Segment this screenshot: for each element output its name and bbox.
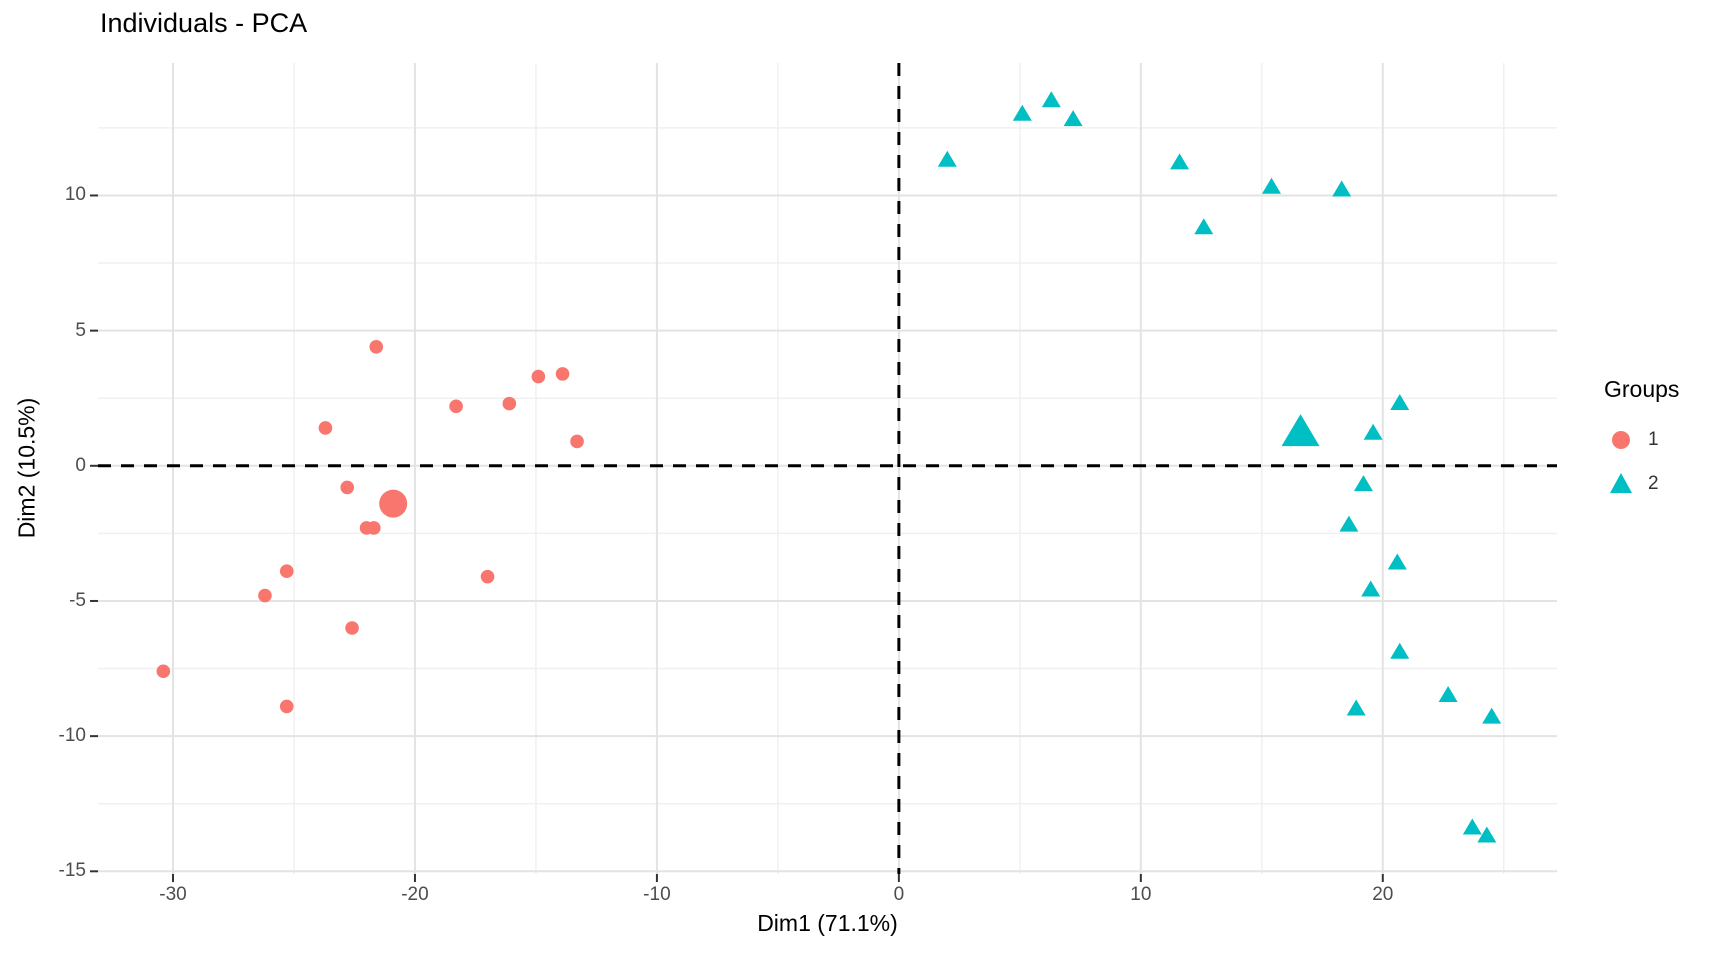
data-point-group2 <box>1353 475 1373 492</box>
centroid-group2 <box>1281 414 1320 447</box>
data-point-group2 <box>1332 180 1352 197</box>
data-point-group1 <box>318 421 333 435</box>
data-point-group2 <box>1482 707 1502 724</box>
legend-item-label: 1 <box>1648 429 1659 450</box>
data-point-group1 <box>531 369 546 384</box>
data-point-group1 <box>156 664 171 679</box>
data-point-group2 <box>1346 699 1366 716</box>
data-point-group1 <box>480 569 495 584</box>
y-tick-label: 5 <box>75 319 86 341</box>
data-point-group2 <box>1363 423 1383 440</box>
x-tick-label: 20 <box>1372 884 1394 905</box>
data-point-group1 <box>258 588 272 603</box>
x-tick-label: 10 <box>1130 884 1152 905</box>
x-tick-label: -20 <box>401 884 429 905</box>
data-point-group2 <box>1041 91 1061 108</box>
plot-title: Individuals - PCA <box>100 8 308 38</box>
circle-legend-key-icon <box>1612 431 1630 449</box>
data-point-group2 <box>1390 642 1410 659</box>
data-point-group2 <box>1170 153 1190 170</box>
x-tick-label: -10 <box>643 884 671 905</box>
data-point-group1 <box>279 564 294 579</box>
centroid-group1 <box>379 489 408 518</box>
data-point-group2 <box>1261 177 1281 194</box>
x-tick-label: 0 <box>893 884 905 905</box>
data-point-group1 <box>369 340 384 354</box>
data-point-group1 <box>340 480 355 495</box>
data-point-group2 <box>1361 580 1381 597</box>
data-point-group1 <box>570 434 584 449</box>
data-point-group2 <box>1462 818 1482 835</box>
triangle-legend-key-icon <box>1610 473 1632 493</box>
data-point-group1 <box>367 521 381 535</box>
legend: Groups 1 2 <box>1604 376 1679 513</box>
data-point-group2 <box>937 150 957 167</box>
legend-item-group2: 2 <box>1604 469 1679 499</box>
y-tick-label: 0 <box>75 454 86 476</box>
data-point-group2 <box>1390 394 1410 411</box>
legend-item-group1: 1 <box>1604 425 1679 455</box>
y-tick-label: -10 <box>58 725 86 747</box>
data-point-group2 <box>1063 110 1083 127</box>
legend-item-label: 2 <box>1648 473 1659 494</box>
data-point-group2 <box>1477 826 1497 843</box>
x-axis-title: Dim1 (71.1%) <box>757 910 898 936</box>
y-tick-label: -5 <box>69 589 86 611</box>
legend-title: Groups <box>1604 376 1680 402</box>
x-tick-label: -30 <box>159 884 187 905</box>
y-tick-label: -15 <box>58 860 86 882</box>
data-point-group1 <box>345 621 359 635</box>
data-point-group2 <box>1438 685 1458 702</box>
data-point-group1 <box>449 399 463 414</box>
data-point-group1 <box>555 367 570 381</box>
data-point-group2 <box>1387 553 1407 570</box>
data-point-group2 <box>1012 104 1032 121</box>
data-point-group2 <box>1339 515 1359 532</box>
y-tick-label: 10 <box>64 184 86 206</box>
data-point-group2 <box>1194 218 1214 235</box>
data-point-group1 <box>502 396 517 411</box>
data-point-group1 <box>279 699 294 714</box>
